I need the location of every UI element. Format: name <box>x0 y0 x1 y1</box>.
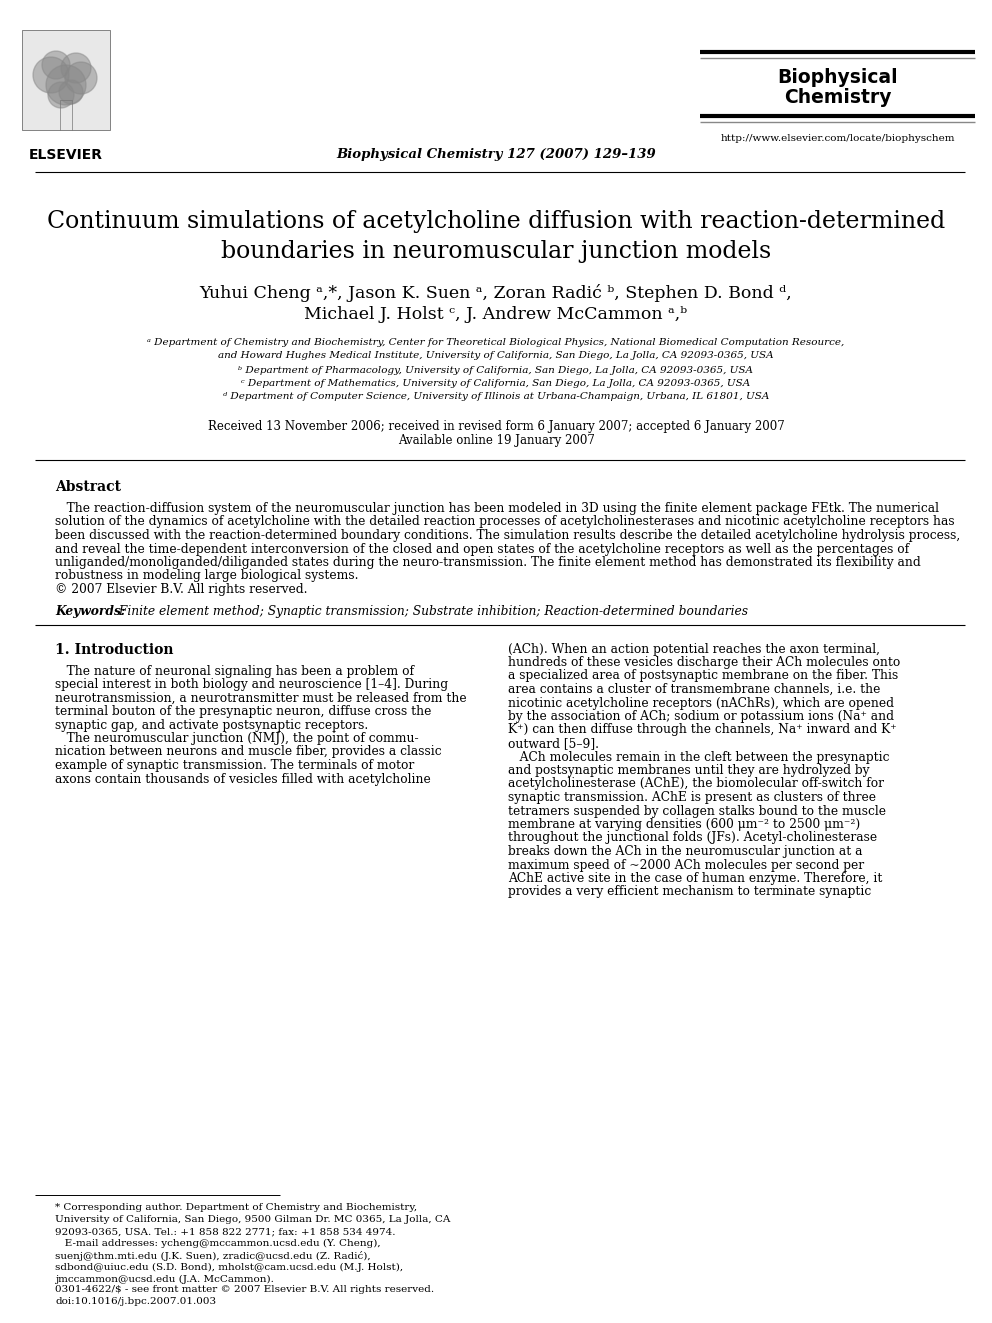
Text: breaks down the ACh in the neuromuscular junction at a: breaks down the ACh in the neuromuscular… <box>508 845 862 859</box>
Text: University of California, San Diego, 9500 Gilman Dr. MC 0365, La Jolla, CA: University of California, San Diego, 950… <box>55 1215 450 1224</box>
Text: outward [5–9].: outward [5–9]. <box>508 737 599 750</box>
Text: special interest in both biology and neuroscience [1–4]. During: special interest in both biology and neu… <box>55 677 448 691</box>
Bar <box>22 30 110 130</box>
Text: and Howard Hughes Medical Institute, University of California, San Diego, La Jol: and Howard Hughes Medical Institute, Uni… <box>218 351 774 360</box>
Text: and reveal the time-dependent interconversion of the closed and open states of t: and reveal the time-dependent interconve… <box>55 542 909 556</box>
Text: provides a very efficient mechanism to terminate synaptic: provides a very efficient mechanism to t… <box>508 885 871 898</box>
Text: The neuromuscular junction (NMJ), the point of commu-: The neuromuscular junction (NMJ), the po… <box>55 732 419 745</box>
Text: nication between neurons and muscle fiber, provides a classic: nication between neurons and muscle fibe… <box>55 745 441 758</box>
Text: by the association of ACh; sodium or potassium ions (Na⁺ and: by the association of ACh; sodium or pot… <box>508 710 894 722</box>
Text: ᶜ Department of Mathematics, University of California, San Diego, La Jolla, CA 9: ᶜ Department of Mathematics, University … <box>241 378 751 388</box>
Text: throughout the junctional folds (JFs). Acetyl-cholinesterase: throughout the junctional folds (JFs). A… <box>508 831 877 844</box>
Text: example of synaptic transmission. The terminals of motor: example of synaptic transmission. The te… <box>55 759 415 773</box>
Text: axons contain thousands of vesicles filled with acetylcholine: axons contain thousands of vesicles fill… <box>55 773 431 786</box>
Text: The reaction-diffusion system of the neuromuscular junction has been modeled in : The reaction-diffusion system of the neu… <box>55 501 939 515</box>
Text: Michael J. Holst ᶜ, J. Andrew McCammon ᵃ,ᵇ: Michael J. Holst ᶜ, J. Andrew McCammon ᵃ… <box>305 306 687 323</box>
Text: robustness in modeling large biological systems.: robustness in modeling large biological … <box>55 569 358 582</box>
Text: Continuum simulations of acetylcholine diffusion with reaction-determined: Continuum simulations of acetylcholine d… <box>47 210 945 233</box>
Text: neurotransmission, a neurotransmitter must be released from the: neurotransmission, a neurotransmitter mu… <box>55 692 466 705</box>
Circle shape <box>65 62 97 94</box>
Text: jmccammon@ucsd.edu (J.A. McCammon).: jmccammon@ucsd.edu (J.A. McCammon). <box>55 1275 274 1285</box>
Text: ELSEVIER: ELSEVIER <box>29 148 103 161</box>
Text: The nature of neuronal signaling has been a problem of: The nature of neuronal signaling has bee… <box>55 664 414 677</box>
Text: a specialized area of postsynaptic membrane on the fiber. This: a specialized area of postsynaptic membr… <box>508 669 898 683</box>
Text: and postsynaptic membranes until they are hydrolyzed by: and postsynaptic membranes until they ar… <box>508 763 870 777</box>
Circle shape <box>42 52 70 79</box>
Text: tetramers suspended by collagen stalks bound to the muscle: tetramers suspended by collagen stalks b… <box>508 804 886 818</box>
Text: synaptic gap, and activate postsynaptic receptors.: synaptic gap, and activate postsynaptic … <box>55 718 368 732</box>
Text: Chemistry: Chemistry <box>784 89 891 107</box>
Text: AChE active site in the case of human enzyme. Therefore, it: AChE active site in the case of human en… <box>508 872 882 885</box>
Text: ᵈ Department of Computer Science, University of Illinois at Urbana-Champaign, Ur: ᵈ Department of Computer Science, Univer… <box>223 392 769 401</box>
Text: solution of the dynamics of acetylcholine with the detailed reaction processes o: solution of the dynamics of acetylcholin… <box>55 516 954 528</box>
Text: © 2007 Elsevier B.V. All rights reserved.: © 2007 Elsevier B.V. All rights reserved… <box>55 583 308 595</box>
Text: ᵇ Department of Pharmacology, University of California, San Diego, La Jolla, CA : ᵇ Department of Pharmacology, University… <box>238 366 754 374</box>
Text: ACh molecules remain in the cleft between the presynaptic: ACh molecules remain in the cleft betwee… <box>508 750 890 763</box>
Text: ᵃ Department of Chemistry and Biochemistry, Center for Theoretical Biological Ph: ᵃ Department of Chemistry and Biochemist… <box>148 337 844 347</box>
Text: boundaries in neuromuscular junction models: boundaries in neuromuscular junction mod… <box>221 239 771 263</box>
Text: E-mail addresses: ycheng@mccammon.ucsd.edu (Y. Cheng),: E-mail addresses: ycheng@mccammon.ucsd.e… <box>55 1240 381 1248</box>
Text: 0301-4622/$ - see front matter © 2007 Elsevier B.V. All rights reserved.: 0301-4622/$ - see front matter © 2007 El… <box>55 1285 434 1294</box>
Text: 92093-0365, USA. Tel.: +1 858 822 2771; fax: +1 858 534 4974.: 92093-0365, USA. Tel.: +1 858 822 2771; … <box>55 1226 396 1236</box>
Text: nicotinic acetylcholine receptors (nAChRs), which are opened: nicotinic acetylcholine receptors (nAChR… <box>508 696 894 709</box>
Text: synaptic transmission. AChE is present as clusters of three: synaptic transmission. AChE is present a… <box>508 791 876 804</box>
Text: K⁺) can then diffuse through the channels, Na⁺ inward and K⁺: K⁺) can then diffuse through the channel… <box>508 724 897 737</box>
Circle shape <box>59 79 83 105</box>
Text: Available online 19 January 2007: Available online 19 January 2007 <box>398 434 594 447</box>
Text: been discussed with the reaction-determined boundary conditions. The simulation : been discussed with the reaction-determi… <box>55 529 960 542</box>
Text: terminal bouton of the presynaptic neuron, diffuse cross the: terminal bouton of the presynaptic neuro… <box>55 705 432 718</box>
Text: Finite element method; Synaptic transmission; Substrate inhibition; Reaction-det: Finite element method; Synaptic transmis… <box>115 605 748 618</box>
Text: * Corresponding author. Department of Chemistry and Biochemistry,: * Corresponding author. Department of Ch… <box>55 1203 417 1212</box>
Circle shape <box>33 57 69 93</box>
Text: Yuhui Cheng ᵃ,*, Jason K. Suen ᵃ, Zoran Radić ᵇ, Stephen D. Bond ᵈ,: Yuhui Cheng ᵃ,*, Jason K. Suen ᵃ, Zoran … <box>199 284 793 302</box>
Text: unliganded/monoliganded/diliganded states during the neuro-transmission. The fin: unliganded/monoliganded/diliganded state… <box>55 556 921 569</box>
Text: Biophysical: Biophysical <box>777 67 898 87</box>
Text: Keywords:: Keywords: <box>55 605 125 618</box>
Text: (ACh). When an action potential reaches the axon terminal,: (ACh). When an action potential reaches … <box>508 643 880 655</box>
Text: http://www.elsevier.com/locate/biophyschem: http://www.elsevier.com/locate/biophysch… <box>720 134 954 143</box>
Circle shape <box>46 65 86 105</box>
Text: acetylcholinesterase (AChE), the biomolecular off-switch for: acetylcholinesterase (AChE), the biomole… <box>508 778 884 791</box>
Text: sdbond@uiuc.edu (S.D. Bond), mholst@cam.ucsd.edu (M.J. Holst),: sdbond@uiuc.edu (S.D. Bond), mholst@cam.… <box>55 1263 403 1273</box>
Text: 1. Introduction: 1. Introduction <box>55 643 174 656</box>
Circle shape <box>61 53 91 83</box>
Text: hundreds of these vesicles discharge their ACh molecules onto: hundreds of these vesicles discharge the… <box>508 656 901 669</box>
Text: Biophysical Chemistry 127 (2007) 129–139: Biophysical Chemistry 127 (2007) 129–139 <box>336 148 656 161</box>
Text: maximum speed of ~2000 ACh molecules per second per: maximum speed of ~2000 ACh molecules per… <box>508 859 864 872</box>
Text: Received 13 November 2006; received in revised form 6 January 2007; accepted 6 J: Received 13 November 2006; received in r… <box>207 419 785 433</box>
Circle shape <box>48 82 74 108</box>
Text: suenj@thm.mti.edu (J.K. Suen), zradic@ucsd.edu (Z. Radić),: suenj@thm.mti.edu (J.K. Suen), zradic@uc… <box>55 1252 371 1261</box>
Text: Abstract: Abstract <box>55 480 121 493</box>
Text: area contains a cluster of transmembrane channels, i.e. the: area contains a cluster of transmembrane… <box>508 683 880 696</box>
Text: membrane at varying densities (600 μm⁻² to 2500 μm⁻²): membrane at varying densities (600 μm⁻² … <box>508 818 860 831</box>
Text: doi:10.1016/j.bpc.2007.01.003: doi:10.1016/j.bpc.2007.01.003 <box>55 1297 216 1306</box>
